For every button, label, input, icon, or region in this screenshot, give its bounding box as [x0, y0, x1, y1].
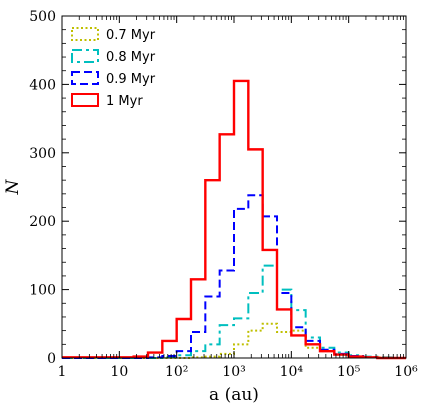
legend-label-2: 0.9 Myr	[106, 72, 156, 87]
x-tick-label-2: 10²	[165, 364, 188, 380]
y-tick-label-1: 100	[29, 283, 56, 299]
y-tick-label-2: 200	[29, 214, 56, 230]
x-axis-label: a (au)	[209, 385, 259, 405]
series-group	[62, 79, 406, 360]
legend-swatch-3	[71, 93, 99, 107]
legend-label-1: 0.8 Myr	[106, 50, 156, 65]
legend-swatch-1	[71, 49, 99, 63]
y-tick-label-4: 400	[29, 77, 56, 93]
y-tick-label-3: 300	[29, 146, 56, 162]
legend-label-0: 0.7 Myr	[106, 28, 156, 43]
series-line-3	[62, 79, 406, 360]
x-tick-label-1: 10	[110, 364, 128, 380]
x-tick-label-4: 10⁴	[280, 364, 304, 380]
x-tick-label-3: 10³	[222, 364, 245, 380]
x-tick-label-6: 10⁶	[394, 364, 418, 380]
plot-frame	[61, 15, 407, 359]
y-tick-label-0: 0	[47, 351, 56, 367]
x-tick-label-5: 10⁵	[337, 364, 361, 380]
legend: 0.7 Myr 0.8 Myr 0.9 Myr 1 Myr	[71, 27, 156, 109]
legend-swatch-0	[71, 27, 99, 41]
y-tick-label-5: 500	[29, 9, 56, 25]
legend-swatch-2	[71, 71, 99, 85]
legend-label-3: 1 Myr	[106, 94, 143, 109]
ticks-group: 1 10 10² 10³ 10⁴ 10⁵ 10⁶ 0 100 200 300 400 500	[29, 9, 418, 380]
series-line-2	[62, 194, 406, 359]
x-tick-label-0: 1	[58, 364, 67, 380]
y-axis-label: N	[3, 178, 23, 195]
